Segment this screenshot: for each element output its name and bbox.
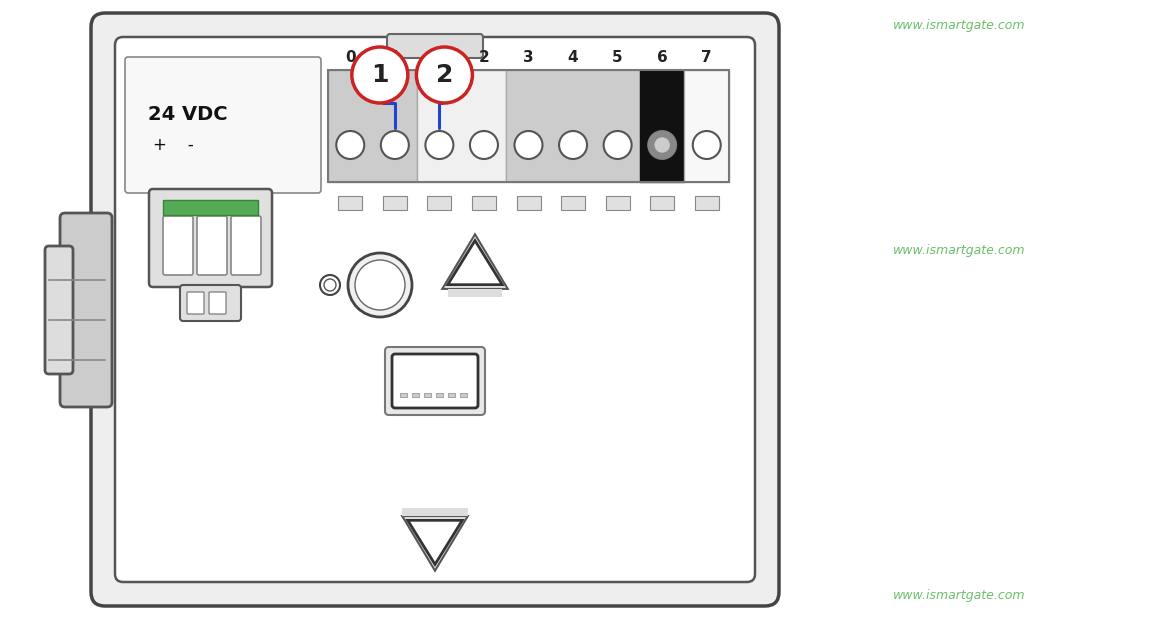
Text: 7: 7 (701, 50, 713, 65)
FancyBboxPatch shape (640, 70, 684, 182)
Text: 2: 2 (435, 63, 453, 87)
FancyBboxPatch shape (516, 196, 541, 210)
FancyBboxPatch shape (338, 196, 363, 210)
FancyBboxPatch shape (149, 189, 271, 287)
Circle shape (417, 47, 473, 103)
FancyBboxPatch shape (60, 213, 112, 407)
Text: www.ismartgate.com: www.ismartgate.com (518, 589, 652, 602)
FancyBboxPatch shape (448, 289, 502, 297)
FancyBboxPatch shape (392, 354, 479, 408)
Text: 3: 3 (523, 50, 534, 65)
Circle shape (380, 131, 408, 159)
FancyBboxPatch shape (562, 196, 585, 210)
FancyBboxPatch shape (91, 13, 779, 606)
FancyBboxPatch shape (651, 196, 674, 210)
FancyBboxPatch shape (230, 216, 261, 275)
Text: www.ismartgate.com: www.ismartgate.com (893, 245, 1026, 257)
Circle shape (426, 131, 454, 159)
Circle shape (347, 253, 412, 317)
FancyBboxPatch shape (412, 393, 419, 397)
Text: 1: 1 (390, 50, 400, 65)
FancyBboxPatch shape (606, 196, 629, 210)
FancyBboxPatch shape (385, 347, 486, 415)
FancyBboxPatch shape (448, 393, 455, 397)
Text: 2: 2 (434, 50, 445, 65)
Circle shape (470, 131, 498, 159)
FancyBboxPatch shape (507, 70, 640, 182)
Text: www.ismartgate.com: www.ismartgate.com (893, 19, 1026, 31)
Text: www.ismartgate.com: www.ismartgate.com (518, 245, 652, 257)
Text: 2: 2 (479, 50, 489, 65)
Circle shape (604, 131, 632, 159)
FancyBboxPatch shape (197, 216, 227, 275)
FancyBboxPatch shape (418, 70, 507, 182)
FancyBboxPatch shape (424, 393, 431, 397)
Text: www.ismartgate.com: www.ismartgate.com (144, 245, 277, 257)
Text: www.ismartgate.com: www.ismartgate.com (893, 589, 1026, 602)
Circle shape (648, 131, 676, 159)
Circle shape (352, 47, 408, 103)
FancyBboxPatch shape (383, 196, 407, 210)
Polygon shape (442, 234, 508, 289)
Text: 6: 6 (656, 50, 668, 65)
Text: www.ismartgate.com: www.ismartgate.com (144, 589, 277, 602)
FancyBboxPatch shape (163, 200, 259, 215)
Text: +    -: + - (153, 136, 194, 154)
FancyBboxPatch shape (472, 196, 496, 210)
FancyBboxPatch shape (436, 393, 443, 397)
FancyBboxPatch shape (180, 285, 241, 321)
FancyBboxPatch shape (328, 70, 418, 182)
Circle shape (515, 131, 543, 159)
Text: www.ismartgate.com: www.ismartgate.com (144, 19, 277, 31)
Text: 1: 1 (371, 63, 388, 87)
FancyBboxPatch shape (209, 292, 226, 314)
FancyBboxPatch shape (402, 508, 468, 516)
Polygon shape (407, 520, 462, 564)
Text: 24 VDC: 24 VDC (147, 105, 228, 125)
FancyBboxPatch shape (427, 196, 452, 210)
FancyBboxPatch shape (115, 37, 755, 582)
FancyBboxPatch shape (187, 292, 204, 314)
FancyBboxPatch shape (44, 246, 73, 374)
Circle shape (648, 131, 676, 159)
FancyBboxPatch shape (695, 196, 718, 210)
Polygon shape (448, 241, 502, 285)
Circle shape (693, 131, 721, 159)
Text: 4: 4 (567, 50, 578, 65)
FancyBboxPatch shape (387, 34, 483, 58)
Circle shape (559, 131, 587, 159)
Circle shape (355, 260, 405, 310)
Text: 5: 5 (612, 50, 622, 65)
Circle shape (655, 138, 669, 152)
FancyBboxPatch shape (400, 393, 407, 397)
FancyBboxPatch shape (460, 393, 467, 397)
Circle shape (324, 279, 336, 291)
Circle shape (336, 131, 364, 159)
Polygon shape (402, 516, 468, 571)
FancyBboxPatch shape (125, 57, 321, 193)
Text: www.ismartgate.com: www.ismartgate.com (518, 19, 652, 31)
Text: 0: 0 (345, 50, 356, 65)
FancyBboxPatch shape (684, 70, 729, 182)
FancyBboxPatch shape (163, 216, 193, 275)
